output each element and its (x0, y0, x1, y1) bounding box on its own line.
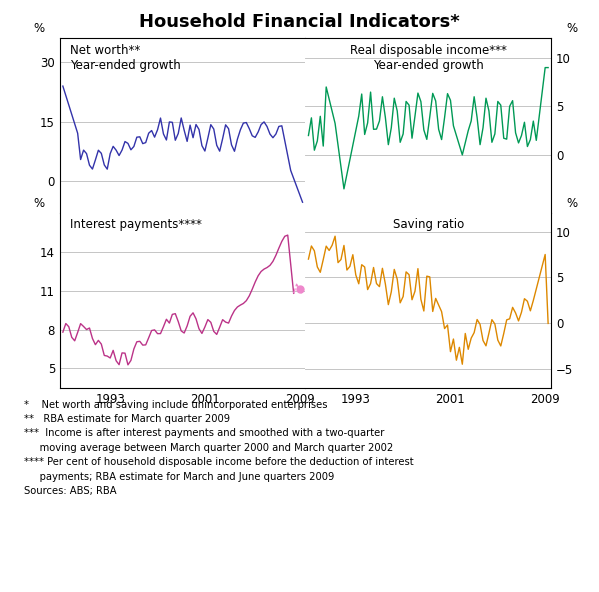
Text: %: % (34, 197, 44, 210)
Text: %: % (34, 22, 44, 35)
Text: %: % (567, 22, 577, 35)
Text: *    Net worth and saving include unincorporated enterprises
**   RBA estimate f: * Net worth and saving include unincorpo… (24, 400, 413, 496)
Text: Saving ratio: Saving ratio (393, 218, 464, 231)
Text: Real disposable income***
Year-ended growth: Real disposable income*** Year-ended gro… (350, 44, 507, 72)
Text: Interest payments****: Interest payments**** (69, 218, 202, 231)
Text: Net worth**
Year-ended growth: Net worth** Year-ended growth (69, 44, 180, 72)
Text: Household Financial Indicators*: Household Financial Indicators* (139, 13, 460, 31)
Text: %: % (567, 197, 577, 210)
